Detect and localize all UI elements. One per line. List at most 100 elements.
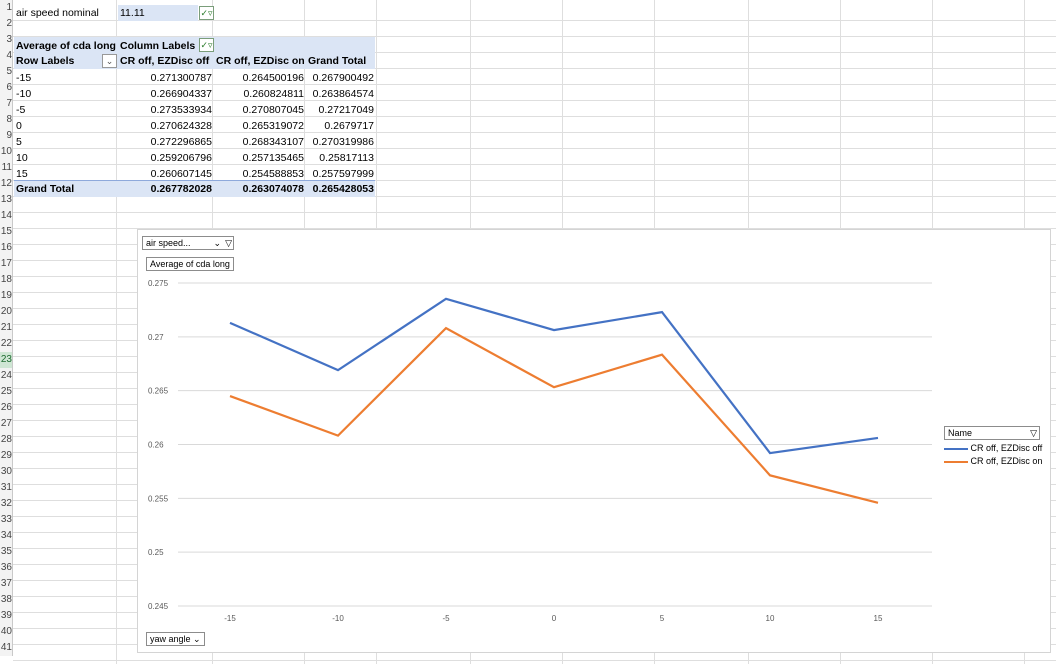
pivot-value-cell[interactable]: 0.273533934 (150, 104, 212, 116)
row-number[interactable]: 23 (0, 352, 13, 368)
grand-total-value-3[interactable]: 0.265428053 (312, 183, 374, 195)
row-number[interactable]: 36 (0, 560, 13, 576)
row-number[interactable]: 1 (0, 0, 13, 16)
chart-axis-button[interactable]: yaw angle ⌄ (146, 632, 205, 646)
legend-entry-1[interactable]: CR off, EZDisc off (944, 442, 1044, 455)
row-filter-icon[interactable]: ⌄ (102, 54, 117, 68)
pivot-row-label[interactable]: -15 (16, 72, 32, 84)
row-number[interactable]: 5 (0, 64, 13, 80)
pivot-value-cell[interactable]: 0.265319072 (242, 120, 304, 132)
pivot-header-band (14, 37, 375, 69)
row-number[interactable]: 10 (0, 144, 13, 160)
row-number[interactable]: 29 (0, 448, 13, 464)
gridline-horizontal (13, 164, 1056, 165)
grand-total-label[interactable]: Grand Total (16, 183, 75, 195)
pivot-values-label[interactable]: Average of cda long (16, 40, 116, 52)
row-number[interactable]: 38 (0, 592, 13, 608)
pivot-value-cell[interactable]: 0.264500196 (242, 72, 304, 84)
pivot-value-cell[interactable]: 0.268343107 (242, 136, 304, 148)
pivot-value-cell[interactable]: 0.266904337 (150, 88, 212, 100)
row-number[interactable]: 33 (0, 512, 13, 528)
pivot-value-cell[interactable]: 0.257597999 (312, 168, 374, 180)
gridline-horizontal (13, 116, 1056, 117)
row-number[interactable]: 26 (0, 400, 13, 416)
pivot-value-cell[interactable]: 0.27217049 (318, 104, 374, 116)
pivot-value-cell[interactable]: 0.25817113 (319, 152, 374, 164)
row-number[interactable]: 2 (0, 16, 13, 32)
pivot-value-cell[interactable]: 0.271300787 (150, 72, 212, 84)
row-number[interactable]: 21 (0, 320, 13, 336)
pivot-row-label[interactable]: -5 (16, 104, 26, 116)
row-number[interactable]: 34 (0, 528, 13, 544)
row-number[interactable]: 28 (0, 432, 13, 448)
pivot-row-label[interactable]: 0 (16, 120, 22, 132)
pivot-value-cell[interactable]: 0.263864574 (312, 88, 374, 100)
y-tick-label: 0.25 (148, 548, 164, 557)
chart-value-button[interactable]: Average of cda long (146, 257, 234, 271)
pivot-value-cell[interactable]: 0.2679717 (324, 120, 374, 132)
row-number[interactable]: 22 (0, 336, 13, 352)
pivot-row-label[interactable]: 10 (16, 152, 28, 164)
row-number[interactable]: 25 (0, 384, 13, 400)
legend-title: Name (948, 428, 973, 438)
row-number[interactable]: 14 (0, 208, 13, 224)
pivot-chart[interactable]: air speed... ⌄ ▽ Average of cda long yaw… (137, 229, 1051, 653)
pivot-value-cell[interactable]: 0.270807045 (242, 104, 304, 116)
chart-filter-button[interactable]: air speed... ⌄ ▽ (142, 236, 234, 250)
gridline-horizontal (13, 228, 1056, 229)
row-number[interactable]: 16 (0, 240, 13, 256)
row-number[interactable]: 35 (0, 544, 13, 560)
filter-icon: ▽ (1030, 428, 1037, 438)
row-number[interactable]: 11 (0, 160, 13, 176)
pivot-value-cell[interactable]: 0.260607145 (150, 168, 212, 180)
pivot-value-cell[interactable]: 0.254588853 (242, 168, 304, 180)
pivot-value-cell[interactable]: 0.272296865 (150, 136, 212, 148)
row-number[interactable]: 37 (0, 576, 13, 592)
row-number[interactable]: 19 (0, 288, 13, 304)
legend-entry-2[interactable]: CR off, EZDisc on (944, 455, 1044, 468)
report-filter-value[interactable]: 11.11 (118, 5, 198, 21)
pivot-value-cell[interactable]: 0.267900492 (312, 72, 374, 84)
pivot-row-label[interactable]: -10 (16, 88, 32, 100)
report-filter-icon[interactable]: ✓▿ (199, 6, 214, 20)
row-number[interactable]: 7 (0, 96, 13, 112)
row-number[interactable]: 15 (0, 224, 13, 240)
row-number[interactable]: 31 (0, 480, 13, 496)
pivot-value-cell[interactable]: 0.259206796 (150, 152, 212, 164)
row-number[interactable]: 40 (0, 624, 13, 640)
row-number[interactable]: 9 (0, 128, 13, 144)
pivot-value-cell[interactable]: 0.270319986 (312, 136, 374, 148)
row-number[interactable]: 24 (0, 368, 13, 384)
row-number[interactable]: 20 (0, 304, 13, 320)
row-number[interactable]: 27 (0, 416, 13, 432)
grand-total-value-1[interactable]: 0.267782028 (150, 183, 212, 195)
pivot-col-header-2[interactable]: CR off, EZDisc on (216, 55, 305, 67)
pivot-row-label[interactable]: 5 (16, 136, 22, 148)
row-number[interactable]: 17 (0, 256, 13, 272)
row-number[interactable]: 32 (0, 496, 13, 512)
pivot-value-cell[interactable]: 0.270624328 (150, 120, 212, 132)
pivot-col-header-3[interactable]: Grand Total (308, 55, 367, 67)
row-number[interactable]: 8 (0, 112, 13, 128)
row-number[interactable]: 41 (0, 640, 13, 656)
report-filter-label[interactable]: air speed nominal (16, 7, 99, 19)
legend-filter-button[interactable]: Name ▽ (944, 426, 1040, 440)
pivot-col-header-1[interactable]: CR off, EZDisc off (120, 55, 210, 67)
row-number[interactable]: 13 (0, 192, 13, 208)
grand-total-value-2[interactable]: 0.263074078 (242, 183, 304, 195)
pivot-column-labels[interactable]: Column Labels (120, 40, 196, 52)
pivot-value-cell[interactable]: 0.260824811 (243, 88, 304, 100)
row-number[interactable]: 3 (0, 32, 13, 48)
row-number[interactable]: 4 (0, 48, 13, 64)
column-filter-icon[interactable]: ✓▿ (199, 38, 214, 52)
chart-legend[interactable]: Name ▽ CR off, EZDisc off CR off, EZDisc… (944, 426, 1044, 468)
pivot-row-labels[interactable]: Row Labels (16, 55, 75, 67)
x-tick-label: 0 (552, 614, 557, 623)
row-number[interactable]: 12 (0, 176, 13, 192)
row-number[interactable]: 18 (0, 272, 13, 288)
pivot-row-label[interactable]: 15 (16, 168, 28, 180)
row-number[interactable]: 39 (0, 608, 13, 624)
row-number[interactable]: 30 (0, 464, 13, 480)
row-number[interactable]: 6 (0, 80, 13, 96)
pivot-value-cell[interactable]: 0.257135465 (242, 152, 304, 164)
